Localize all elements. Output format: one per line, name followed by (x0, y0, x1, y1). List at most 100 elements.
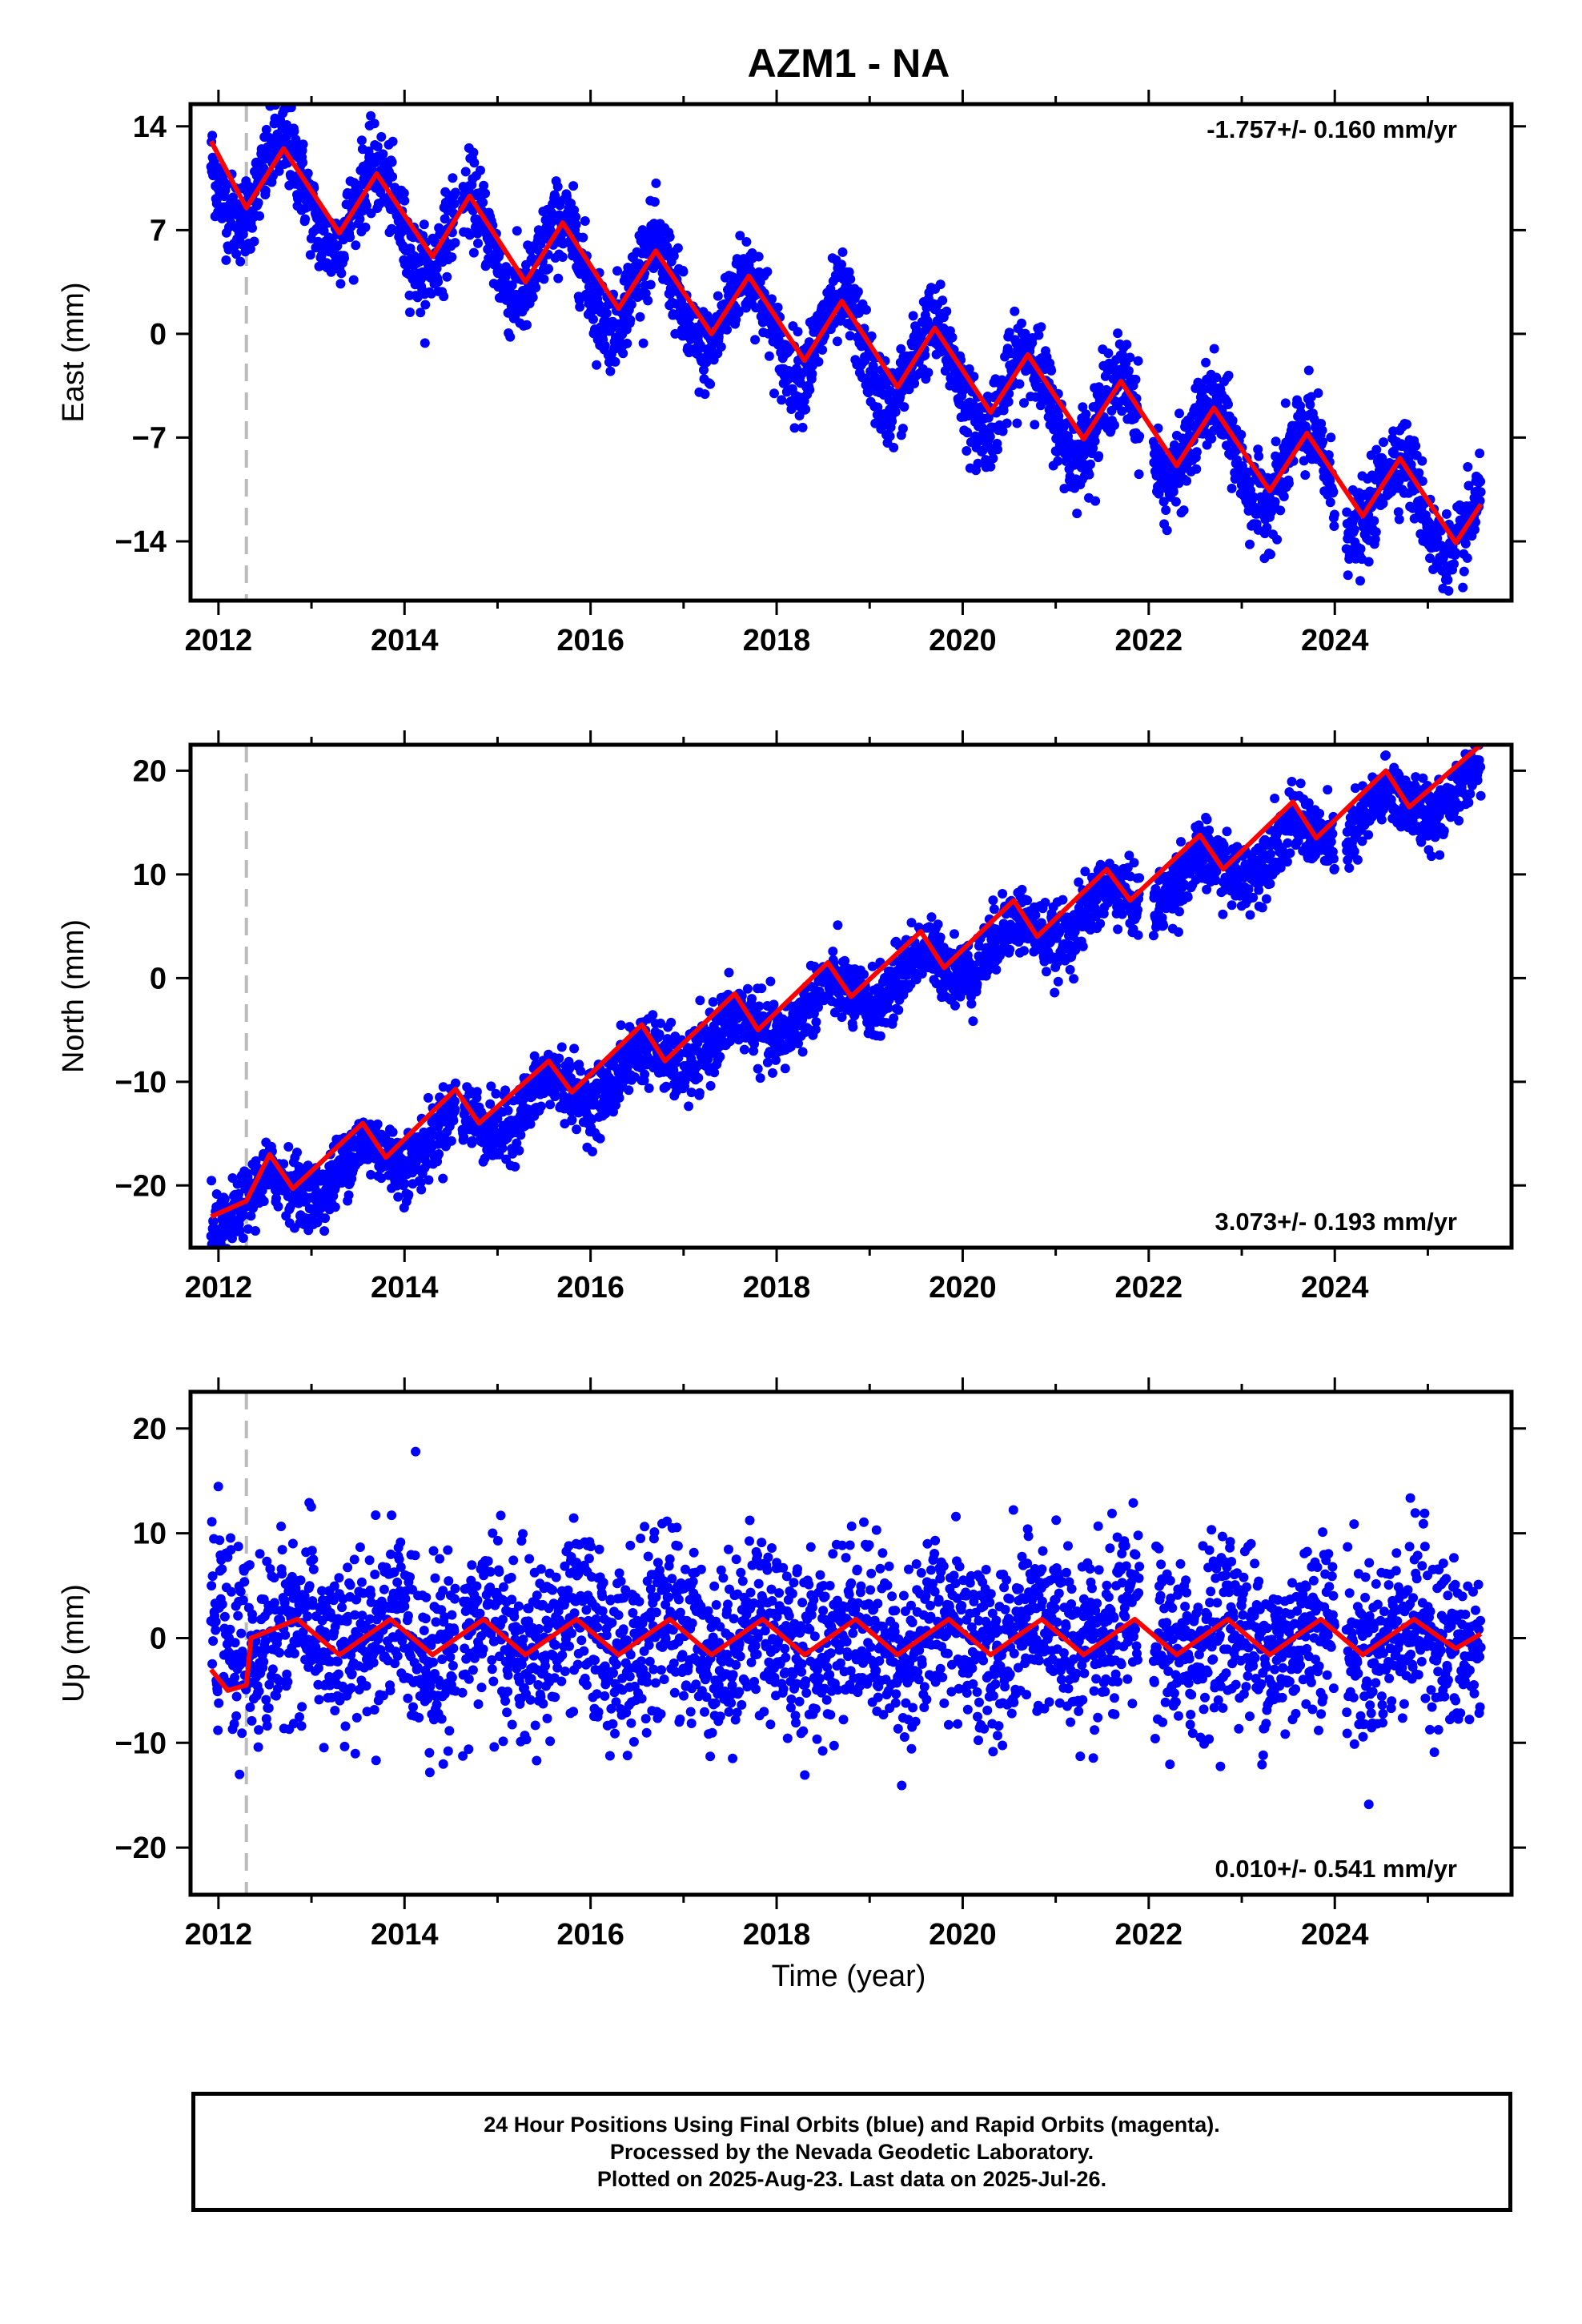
data-point (648, 1010, 658, 1020)
data-point (514, 1145, 524, 1156)
data-point (1417, 456, 1427, 466)
data-point (564, 1063, 574, 1074)
data-point (545, 1100, 556, 1110)
data-point (416, 1184, 427, 1195)
data-point (998, 426, 1008, 436)
data-point (447, 252, 457, 263)
data-point (588, 314, 598, 324)
data-point (1432, 533, 1443, 544)
data-point (614, 1092, 624, 1103)
data-point (853, 287, 863, 297)
data-point (1363, 557, 1374, 567)
data-point (1449, 559, 1459, 569)
data-point (1094, 382, 1104, 392)
data-point (1462, 553, 1472, 563)
data-point (260, 186, 271, 196)
data-point (234, 1188, 244, 1199)
data-point (867, 961, 877, 971)
data-point (833, 920, 843, 931)
data-point (643, 296, 653, 306)
data-point (300, 214, 311, 224)
data-point (832, 336, 842, 347)
data-point (733, 308, 744, 318)
data-point (393, 1192, 404, 1202)
data-point (899, 402, 909, 412)
data-point (232, 1179, 243, 1189)
data-point (485, 1099, 496, 1109)
data-point (249, 236, 259, 247)
data-point (238, 1233, 248, 1243)
data-point (1086, 459, 1095, 469)
data-point (765, 1048, 776, 1058)
x-tick-label: 2016 (556, 624, 624, 657)
data-point (908, 311, 918, 321)
data-point (1168, 487, 1178, 497)
data-point (500, 1085, 511, 1096)
data-point (920, 350, 930, 360)
data-point (810, 1024, 821, 1035)
data-point (968, 1016, 978, 1027)
data-point (1329, 521, 1339, 531)
data-point (1266, 549, 1275, 560)
data-point (1325, 497, 1335, 508)
data-point (376, 1173, 387, 1184)
data-point (400, 195, 410, 206)
data-point (592, 360, 602, 370)
data-point (1012, 418, 1022, 428)
data-point (423, 1092, 433, 1103)
data-point (1034, 330, 1044, 340)
data-point (817, 344, 828, 355)
y-axis-label: East (mm) (57, 282, 90, 422)
data-point (950, 1000, 960, 1011)
data-point (416, 1177, 426, 1188)
data-point (1459, 566, 1469, 577)
data-point (1463, 462, 1473, 472)
data-point (544, 263, 553, 274)
data-point (1441, 509, 1452, 519)
data-point (933, 919, 943, 930)
plot-area-north (206, 745, 1486, 1262)
data-point (769, 388, 779, 399)
data-point (529, 1051, 540, 1061)
data-point (1303, 365, 1314, 376)
data-point (1443, 607, 1453, 617)
data-point (222, 179, 232, 190)
data-point (283, 1142, 294, 1152)
data-point (666, 1017, 677, 1027)
data-point (335, 279, 346, 289)
data-point (362, 200, 371, 211)
data-point (1425, 553, 1435, 563)
data-point (298, 158, 308, 167)
data-point (420, 338, 430, 348)
data-point (715, 1051, 725, 1062)
y-tick-label: 7 (150, 214, 167, 247)
data-point (1161, 505, 1171, 515)
data-point (468, 247, 479, 258)
data-point (207, 1252, 217, 1262)
data-point (923, 368, 934, 378)
data-point (531, 283, 541, 293)
data-point (1326, 432, 1336, 443)
data-point (440, 214, 450, 224)
data-point (828, 947, 838, 956)
data-point (369, 119, 379, 129)
data-point (757, 983, 767, 994)
data-point (1275, 505, 1286, 516)
data-point (569, 1043, 580, 1054)
data-point (1439, 601, 1449, 611)
data-point (896, 344, 906, 354)
data-point (709, 1068, 720, 1078)
data-point (654, 1029, 665, 1039)
data-point (661, 1081, 672, 1092)
data-point (889, 442, 899, 452)
data-point (1019, 398, 1029, 408)
data-point (1174, 408, 1184, 419)
data-point (434, 1149, 444, 1159)
data-point (472, 228, 483, 239)
data-point (571, 219, 581, 230)
data-point (400, 1178, 410, 1188)
data-point (662, 242, 673, 252)
data-point (1414, 468, 1424, 478)
data-point (1223, 400, 1233, 409)
data-point (227, 1233, 237, 1244)
